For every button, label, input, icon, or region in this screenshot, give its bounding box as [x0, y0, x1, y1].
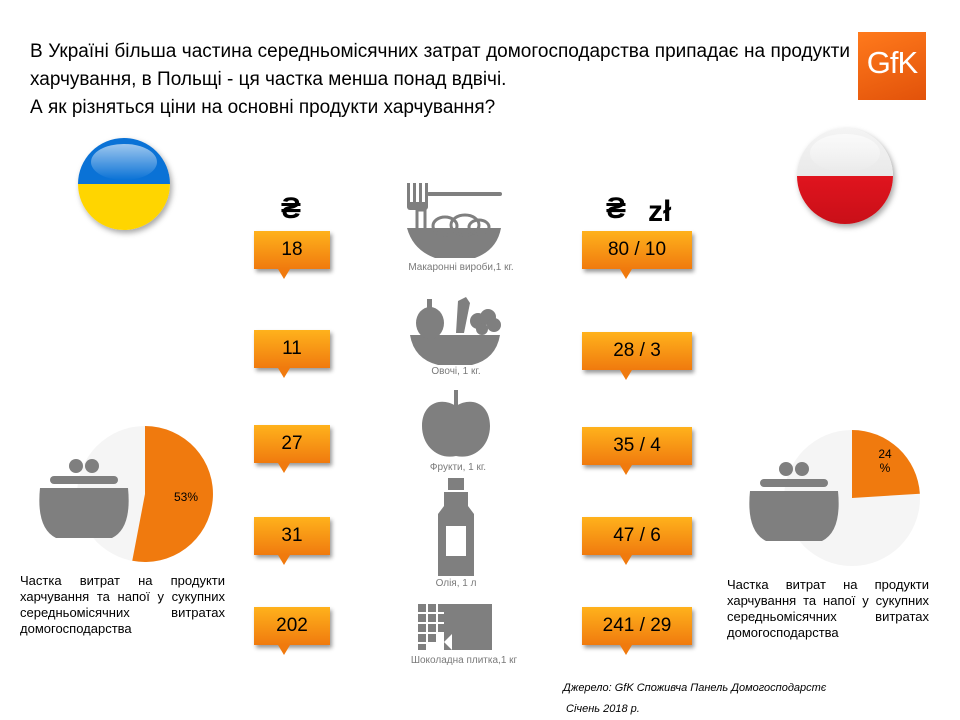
ukraine-price-tag: 11: [254, 330, 330, 378]
product-label: Овочі, 1 кг.: [431, 366, 481, 377]
oil-bottle-icon: [438, 478, 474, 576]
poland-price-tag: 28 / 3: [582, 332, 692, 380]
headline: В Україні більша частина середньомісячни…: [30, 41, 850, 90]
product-label: Шоколадна плитка,1 кг: [410, 655, 518, 666]
pie-slice-poland: [852, 430, 920, 498]
ukraine-price-tag: 18: [254, 231, 330, 279]
poland-price-tag: 35 / 4: [582, 427, 692, 475]
poland-price-tag: 47 / 6: [582, 517, 692, 565]
source-line: Джерело: GfK Споживча Панель Домогоспода…: [563, 682, 827, 694]
product-label: Олія, 1 л: [435, 578, 477, 589]
apple-icon: [422, 390, 490, 457]
gfk-logo: GfK: [858, 32, 926, 100]
poland-share-description: Частка витрат на продукти харчування та …: [727, 577, 929, 640]
chocolate-icon: [418, 604, 492, 650]
ukraine-share-description: Частка витрат на продукти харчування та …: [20, 573, 225, 636]
currency-uah-ukraine: ₴: [281, 192, 302, 225]
pie-slice-ukraine: [132, 426, 213, 562]
ukraine-flag-icon: [78, 138, 170, 230]
currency-uah-poland: ₴: [606, 192, 627, 225]
subheadline: А як різняться ціни на основні продукти …: [30, 97, 496, 118]
poland-price-tag: 80 / 10: [582, 231, 692, 279]
product-label: Макаронні вироби,1 кг.: [408, 262, 514, 273]
ukraine-share-label: 53%: [174, 490, 199, 504]
poland-flag-icon: [797, 128, 893, 224]
ukraine-price-tag: 27: [254, 425, 330, 473]
poland-share-label: 24 %: [878, 447, 892, 475]
ukraine-price-tag: 202: [254, 607, 330, 655]
vegetables-icon: [410, 297, 501, 365]
purse-icon: [749, 462, 839, 541]
product-label: Фрукти, 1 кг.: [429, 462, 487, 473]
purse-icon: [39, 459, 129, 538]
pasta-icon: [407, 183, 502, 258]
source-date: Січень 2018 р.: [566, 703, 640, 715]
currency-pln-poland: zł: [648, 195, 672, 228]
ukraine-price-tag: 31: [254, 517, 330, 565]
poland-price-tag: 241 / 29: [582, 607, 692, 655]
